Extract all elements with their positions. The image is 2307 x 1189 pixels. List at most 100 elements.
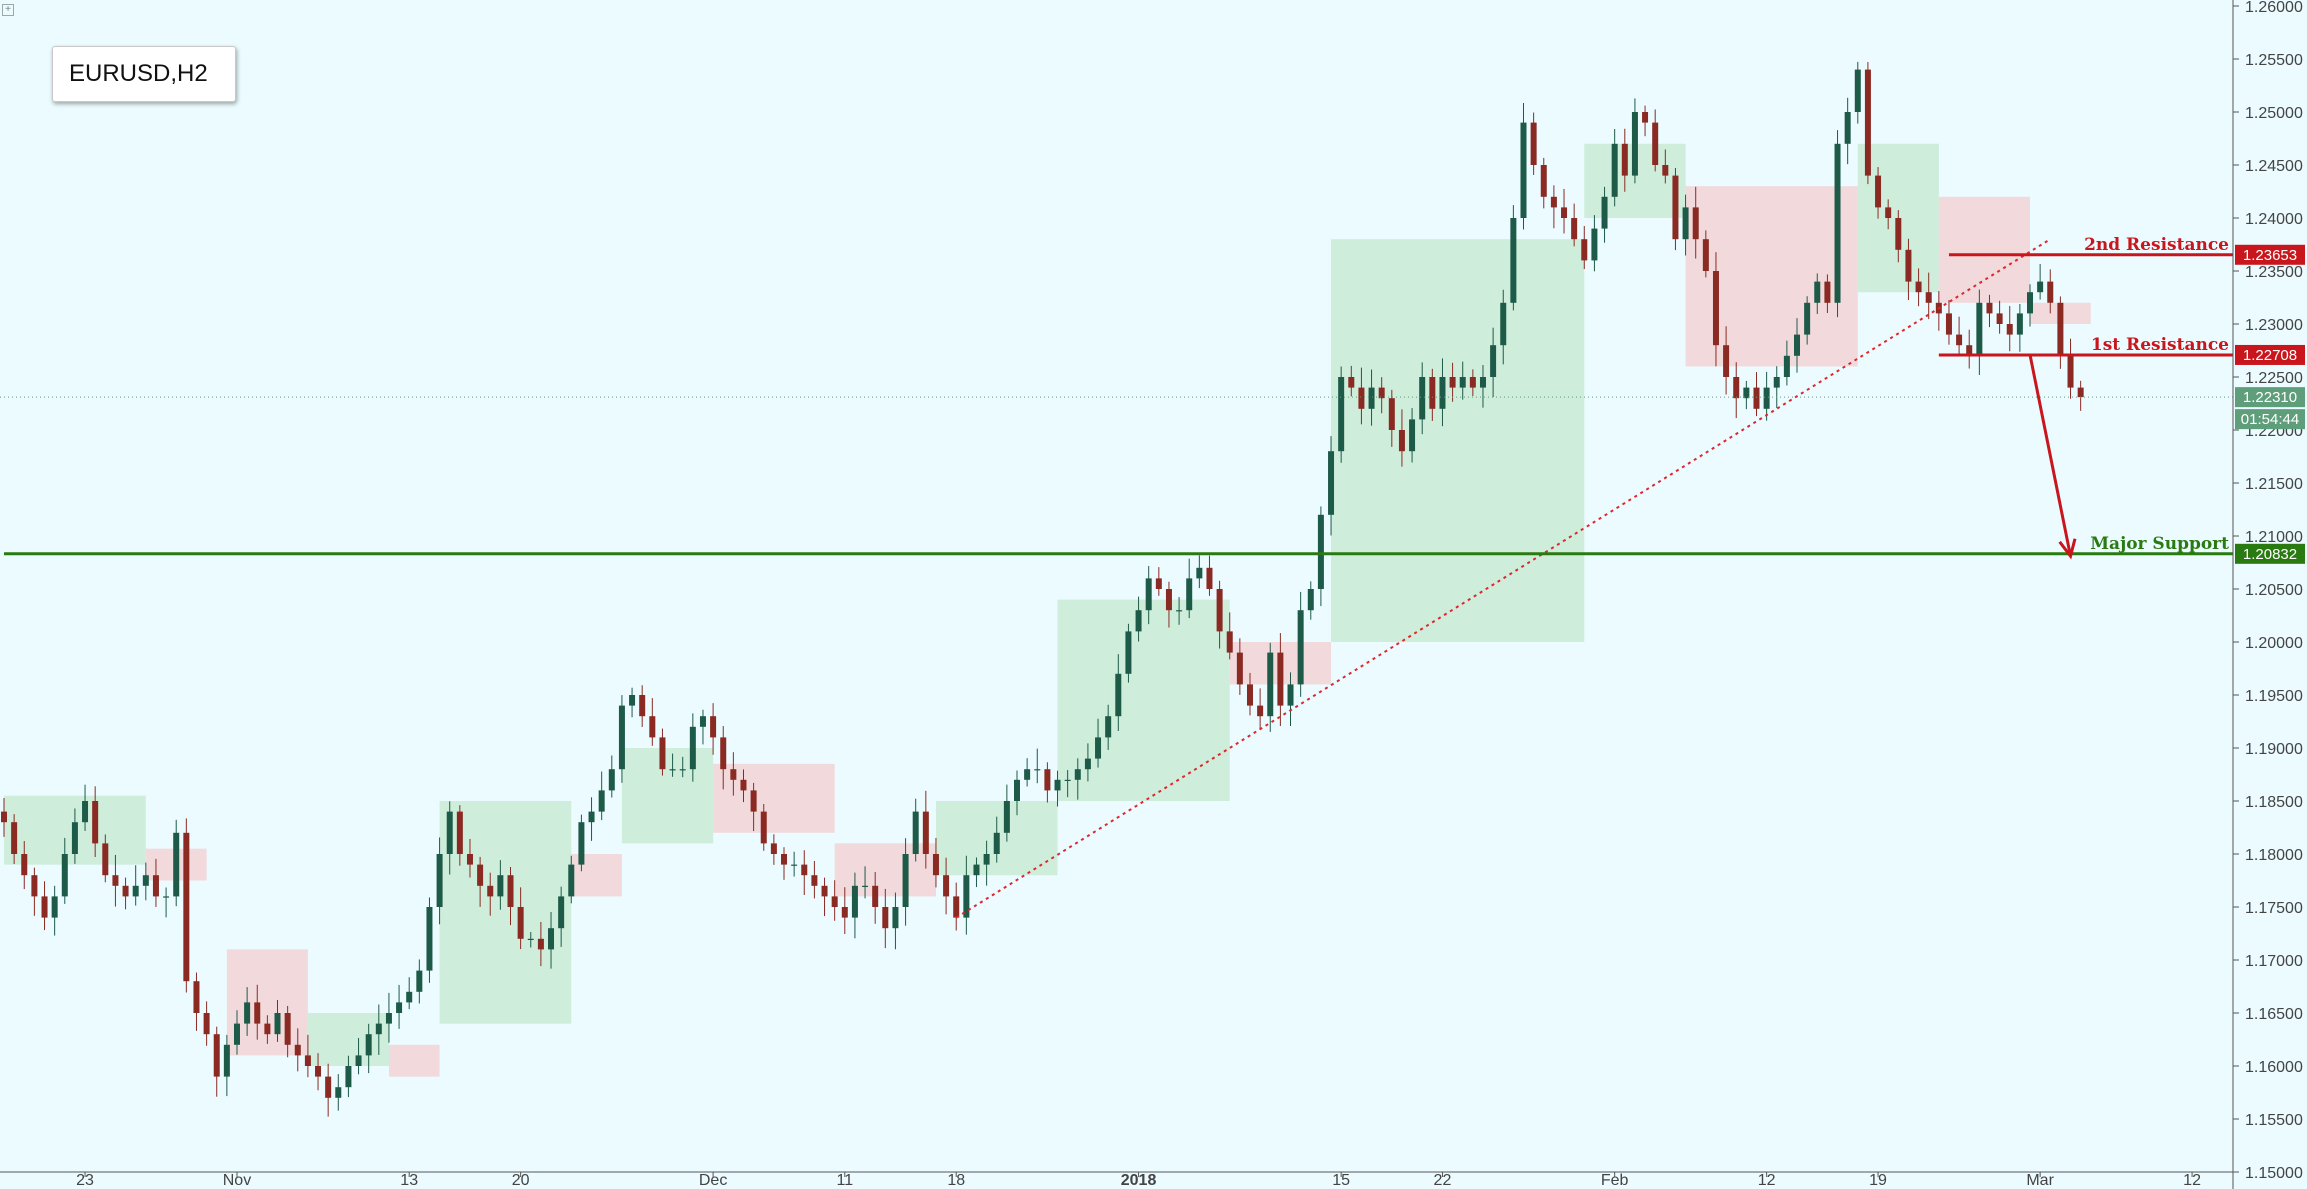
cloud-segment bbox=[1938, 196, 2030, 303]
cloud-segment bbox=[1685, 186, 1858, 367]
candle-body bbox=[1581, 239, 1588, 261]
candle-body bbox=[1925, 292, 1932, 303]
y-tick-label: 1.25000 bbox=[2245, 105, 2303, 122]
candle-body bbox=[436, 854, 443, 907]
candle-body bbox=[213, 1034, 220, 1077]
candle-body bbox=[406, 991, 413, 1003]
y-tick-label: 1.25500 bbox=[2245, 52, 2303, 69]
x-tick-label: 22 bbox=[1434, 1172, 1452, 1189]
y-tick-label: 1.21500 bbox=[2245, 476, 2303, 493]
cloud-segment bbox=[388, 1044, 440, 1077]
candle-body bbox=[932, 854, 939, 876]
candle-body bbox=[1054, 779, 1061, 791]
expand-icon[interactable]: + bbox=[2, 4, 14, 16]
candle-body bbox=[1652, 122, 1659, 165]
candle-body bbox=[588, 811, 595, 823]
candle-body bbox=[1966, 345, 1973, 356]
candle-body bbox=[1956, 334, 1963, 346]
candle-body bbox=[2057, 302, 2064, 356]
candle-body bbox=[1014, 779, 1020, 801]
candle-body bbox=[548, 928, 555, 950]
candle-body bbox=[304, 1055, 311, 1066]
candles bbox=[1, 61, 2084, 1117]
cloud-segment bbox=[1331, 239, 1585, 642]
candle-body bbox=[568, 864, 575, 897]
y-tick-label: 1.16000 bbox=[2245, 1059, 2303, 1076]
candle-body bbox=[1348, 377, 1355, 388]
candle-body bbox=[102, 843, 109, 876]
candle-body bbox=[578, 822, 585, 865]
candle-body bbox=[1338, 377, 1345, 452]
candle-body bbox=[1095, 737, 1102, 759]
candle-body bbox=[446, 811, 453, 854]
candle-body bbox=[973, 864, 980, 876]
candle-body bbox=[132, 885, 139, 897]
candle-body bbox=[750, 790, 757, 812]
candle-body bbox=[1226, 631, 1233, 653]
candle-body bbox=[1277, 652, 1284, 706]
y-tick-label: 1.19000 bbox=[2245, 741, 2303, 758]
candle-body bbox=[1794, 334, 1801, 356]
candle-body bbox=[1520, 122, 1527, 218]
candle-body bbox=[1875, 175, 1882, 208]
candle-body bbox=[1743, 387, 1750, 399]
candle-body bbox=[122, 885, 129, 897]
candle-body bbox=[365, 1034, 372, 1056]
candle-body bbox=[1105, 716, 1112, 738]
symbol-label[interactable]: EURUSD,H2 bbox=[52, 46, 236, 102]
countdown-tag bbox=[2235, 409, 2305, 430]
y-tick-label: 1.21000 bbox=[2245, 529, 2303, 546]
candle-body bbox=[1712, 271, 1719, 346]
candle-body bbox=[1216, 589, 1223, 632]
candle-body bbox=[112, 875, 119, 886]
candle-body bbox=[497, 875, 504, 897]
candle-body bbox=[1915, 281, 1922, 293]
candle-body bbox=[1409, 419, 1416, 452]
candle-body bbox=[537, 938, 544, 950]
candle-body bbox=[1561, 207, 1568, 218]
candle-body bbox=[1662, 165, 1669, 176]
candle-body bbox=[1479, 377, 1486, 388]
candle-body bbox=[41, 896, 48, 918]
candle-body bbox=[1084, 758, 1091, 770]
candle-body bbox=[2037, 281, 2044, 293]
level-label: 2nd Resistance bbox=[2084, 235, 2229, 255]
candle-body bbox=[477, 864, 484, 886]
candle-body bbox=[1034, 769, 1041, 771]
candle-body bbox=[487, 885, 494, 897]
candle-body bbox=[1388, 398, 1395, 430]
candle-body bbox=[1145, 578, 1152, 611]
candle-body bbox=[558, 896, 565, 929]
candle-body bbox=[1885, 207, 1892, 218]
level-price-text: 1.20832 bbox=[2243, 546, 2297, 563]
x-tick-label: 15 bbox=[1332, 1172, 1350, 1189]
candle-body bbox=[1621, 143, 1628, 176]
y-tick-label: 1.23500 bbox=[2245, 264, 2303, 281]
candle-body bbox=[1905, 249, 1912, 282]
level-price-tag bbox=[2235, 543, 2305, 564]
candle-body bbox=[61, 854, 68, 897]
candle-body bbox=[1044, 769, 1051, 791]
level-price-tag bbox=[2235, 244, 2305, 265]
cloud-segment bbox=[1057, 599, 1230, 801]
candle-body bbox=[233, 1023, 240, 1045]
candle-body bbox=[1064, 779, 1071, 781]
y-tick-label: 1.24000 bbox=[2245, 211, 2303, 228]
candle-body bbox=[1723, 345, 1730, 377]
candle-body bbox=[11, 822, 18, 854]
candle-body bbox=[2077, 387, 2084, 398]
candle-body bbox=[375, 1023, 382, 1035]
y-tick-label: 1.15500 bbox=[2245, 1112, 2303, 1129]
candle-body bbox=[1702, 239, 1709, 271]
x-tick-label: 13 bbox=[400, 1172, 418, 1189]
candle-body bbox=[355, 1055, 362, 1066]
candle-body bbox=[1510, 218, 1517, 303]
candle-body bbox=[1267, 652, 1274, 717]
candle-body bbox=[801, 864, 808, 876]
candle-body bbox=[456, 811, 463, 854]
candle-body bbox=[264, 1023, 271, 1035]
candle-body bbox=[659, 737, 666, 770]
candle-body bbox=[608, 769, 615, 791]
candle-body bbox=[1631, 112, 1638, 176]
